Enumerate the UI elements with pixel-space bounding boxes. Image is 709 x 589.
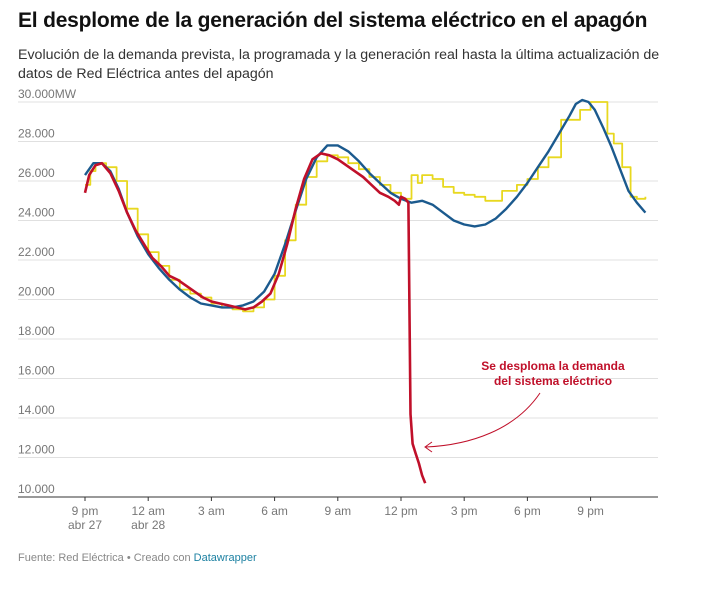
x-tick-label: 3 pm xyxy=(451,504,478,518)
x-tick-label: 6 am xyxy=(261,504,288,518)
chart-title: El desplome de la generación del sistema… xyxy=(18,9,648,32)
series-line-real xyxy=(83,152,427,484)
x-tick-sublabel: abr 27 xyxy=(68,518,102,532)
x-tick-label: 9 pm xyxy=(72,504,99,518)
footer-source: Fuente: Red Eléctrica • Creado con xyxy=(18,552,194,564)
y-tick-label: 20.000 xyxy=(18,285,55,299)
line-chart: 10.000 12.000 14.000 16.000 18.000 20.000 22.0… xyxy=(18,87,658,532)
annotation-arrowhead xyxy=(424,441,433,453)
gridlines xyxy=(18,101,658,498)
y-tick-label: 16.000 xyxy=(18,364,55,378)
x-tick-sublabel: abr 28 xyxy=(131,518,165,532)
series-lines xyxy=(83,98,647,484)
y-axis-ticks: 10.000 12.000 14.000 16.000 18.000 20.000 22.0… xyxy=(18,87,77,496)
x-tick-label: 12 am xyxy=(132,504,165,518)
x-tick-label: 12 pm xyxy=(384,504,417,518)
x-tick-label: 3 am xyxy=(198,504,225,518)
y-tick-label: 12.000 xyxy=(18,443,55,457)
y-tick-label: 22.000 xyxy=(18,245,55,259)
y-tick-label: 10.000 xyxy=(18,482,55,496)
annotation: Se desploma la demanda del sistema eléct… xyxy=(424,359,625,453)
annotation-line-2: del sistema eléctrico xyxy=(494,374,612,388)
series-line-prevista xyxy=(84,98,647,309)
x-tick-label: 9 am xyxy=(324,504,351,518)
y-tick-label: 24.000 xyxy=(18,206,55,220)
x-tick-label: 6 pm xyxy=(514,504,541,518)
y-tick-label: 30.000MW xyxy=(18,87,77,101)
datawrapper-link[interactable]: Datawrapper xyxy=(193,552,257,564)
chart-subtitle: Evolución de la demanda prevista, la pro… xyxy=(18,47,660,82)
y-tick-label: 18.000 xyxy=(18,324,55,338)
x-tick-label: 9 pm xyxy=(577,504,604,518)
y-tick-label: 28.000 xyxy=(18,127,55,141)
annotation-arrow xyxy=(425,392,541,448)
y-tick-label: 14.000 xyxy=(18,403,55,417)
y-tick-label: 26.000 xyxy=(18,166,55,180)
footer: Fuente: Red Eléctrica • Creado con Dataw… xyxy=(18,552,257,564)
annotation-line-1: Se desploma la demanda xyxy=(481,359,625,373)
